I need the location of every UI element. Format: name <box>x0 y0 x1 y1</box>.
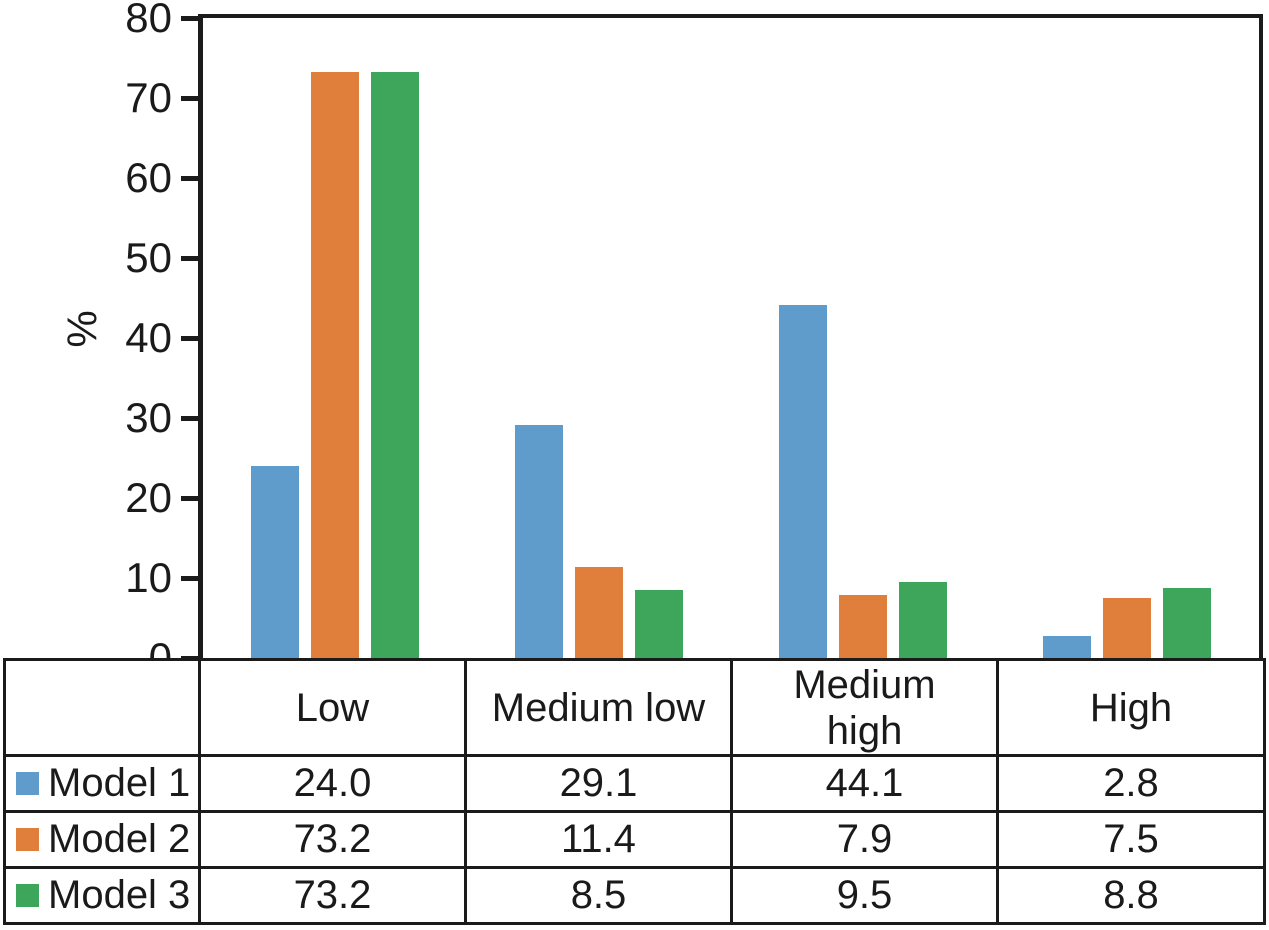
value-cell: 73.2 <box>198 866 467 925</box>
y-axis-tick-label-30: 30 <box>125 394 172 441</box>
bar-model-1-low <box>251 466 299 658</box>
y-axis-tick-40 <box>181 336 198 341</box>
value-cell: 44.1 <box>730 754 999 813</box>
bar-model-3-medium-high <box>899 582 947 658</box>
bar-model-1-medium-high <box>779 305 827 658</box>
bar-model-2-high <box>1103 598 1151 658</box>
legend-label: Model 2 <box>48 817 191 861</box>
y-axis-tick-label-60: 60 <box>125 154 172 201</box>
y-axis-tick-0 <box>181 656 198 661</box>
bar-model-3-high <box>1163 588 1211 658</box>
bar-model-2-low <box>311 72 359 658</box>
value-cell: 11.4 <box>464 810 733 869</box>
category-label: High <box>1089 685 1173 730</box>
legend-item-model-2: Model 2 <box>3 810 201 869</box>
category-header-medium-low: Medium low <box>464 658 733 757</box>
bar-model-1-high <box>1043 636 1091 658</box>
category-header-low: Low <box>198 658 467 757</box>
legend-swatch-model-1 <box>16 772 39 795</box>
y-axis-tick-10 <box>181 576 198 581</box>
bar-model-1-medium-low <box>515 425 563 658</box>
value-cell: 8.8 <box>996 866 1266 925</box>
legend-swatch-model-3 <box>16 884 39 907</box>
category-header-medium-high: Medium high <box>730 658 999 757</box>
value-cell: 73.2 <box>198 810 467 869</box>
y-axis-tick-label-80: 80 <box>125 0 172 41</box>
y-axis-tick-50 <box>181 256 198 261</box>
y-axis-tick-label-70: 70 <box>125 74 172 121</box>
value-cell: 24.0 <box>198 754 467 813</box>
value-cell: 8.5 <box>464 866 733 925</box>
category-label: Low <box>295 685 370 730</box>
plot-area <box>198 14 1263 664</box>
legend-swatch-model-2 <box>16 828 39 851</box>
y-axis-tick-label-20: 20 <box>125 474 172 521</box>
legend-item-model-3: Model 3 <box>3 866 201 925</box>
y-axis-tick-label-10: 10 <box>125 554 172 601</box>
y-axis-tick-label-40: 40 <box>125 314 172 361</box>
y-axis-tick-70 <box>181 96 198 101</box>
y-axis-tick-30 <box>181 416 198 421</box>
legend-label: Model 3 <box>48 873 191 917</box>
bar-model-2-medium-low <box>575 567 623 658</box>
data-table: Low Medium low Medium high High Model 1 … <box>3 658 1266 925</box>
y-axis-tick-80 <box>181 16 198 21</box>
bar-model-3-medium-low <box>635 590 683 658</box>
value-cell: 7.5 <box>996 810 1266 869</box>
value-cell: 2.8 <box>996 754 1266 813</box>
table-row-model-3: Model 3 73.2 8.5 9.5 8.8 <box>3 866 1266 925</box>
bars-layer <box>203 18 1259 658</box>
legend-label: Model 1 <box>48 761 191 805</box>
bar-model-3-low <box>371 72 419 658</box>
bar-model-2-medium-high <box>839 595 887 658</box>
table-row-model-1: Model 1 24.0 29.1 44.1 2.8 <box>3 754 1266 813</box>
category-label: Medium low <box>491 685 706 730</box>
y-axis-tick-20 <box>181 496 198 501</box>
legend-item-model-1: Model 1 <box>3 754 201 813</box>
category-header-row: Low Medium low Medium high High <box>3 658 1266 757</box>
table-corner-cell <box>3 658 201 757</box>
value-cell: 29.1 <box>464 754 733 813</box>
table-row-model-2: Model 2 73.2 11.4 7.9 7.5 <box>3 810 1266 869</box>
category-header-high: High <box>996 658 1266 757</box>
y-axis-tick-60 <box>181 176 198 181</box>
y-axis-tick-label-50: 50 <box>125 234 172 281</box>
value-cell: 7.9 <box>730 810 999 869</box>
value-cell: 9.5 <box>730 866 999 925</box>
category-label: Medium high <box>793 662 936 753</box>
